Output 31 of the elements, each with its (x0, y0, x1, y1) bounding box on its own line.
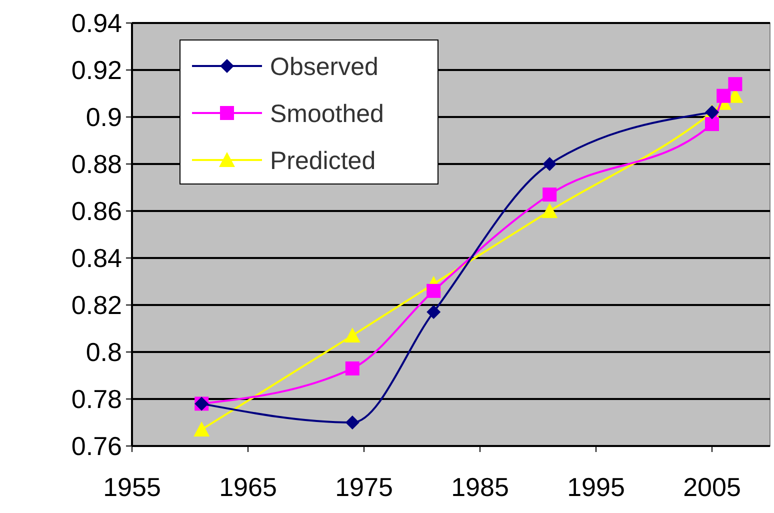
y-tick-label: 0.84 (71, 243, 122, 274)
legend-label: Predicted (270, 146, 376, 175)
x-tick-label: 2005 (683, 472, 741, 502)
point (194, 422, 210, 437)
x-tick-label: 1955 (103, 472, 161, 502)
point (344, 328, 360, 343)
x-tick-label: 1975 (335, 472, 393, 502)
x-tick-label: 1965 (219, 472, 277, 502)
legend-label: Smoothed (270, 100, 384, 128)
y-tick-label: 0.8 (86, 337, 122, 368)
y-tick-label: 0.78 (71, 384, 122, 414)
point (426, 305, 441, 320)
point (345, 361, 360, 376)
x-tick-label: 1995 (567, 472, 625, 502)
point (426, 284, 441, 298)
x-tick-label: 1985 (451, 472, 509, 502)
point (705, 117, 719, 132)
y-tick-label: 0.88 (71, 149, 122, 180)
point (542, 188, 557, 202)
point (345, 416, 360, 430)
point (728, 77, 742, 92)
y-tick-label: 0.92 (71, 55, 122, 86)
y-tick-label: 0.9 (86, 102, 122, 132)
y-tick-label: 0.86 (71, 196, 122, 226)
legend-label: Observed (270, 52, 378, 81)
point (542, 203, 558, 218)
point (542, 157, 557, 171)
point (716, 88, 731, 103)
y-tick-label: 0.82 (71, 290, 122, 320)
y-tick-label: 0.76 (71, 431, 122, 462)
y-tick-label: 0.94 (71, 8, 122, 38)
